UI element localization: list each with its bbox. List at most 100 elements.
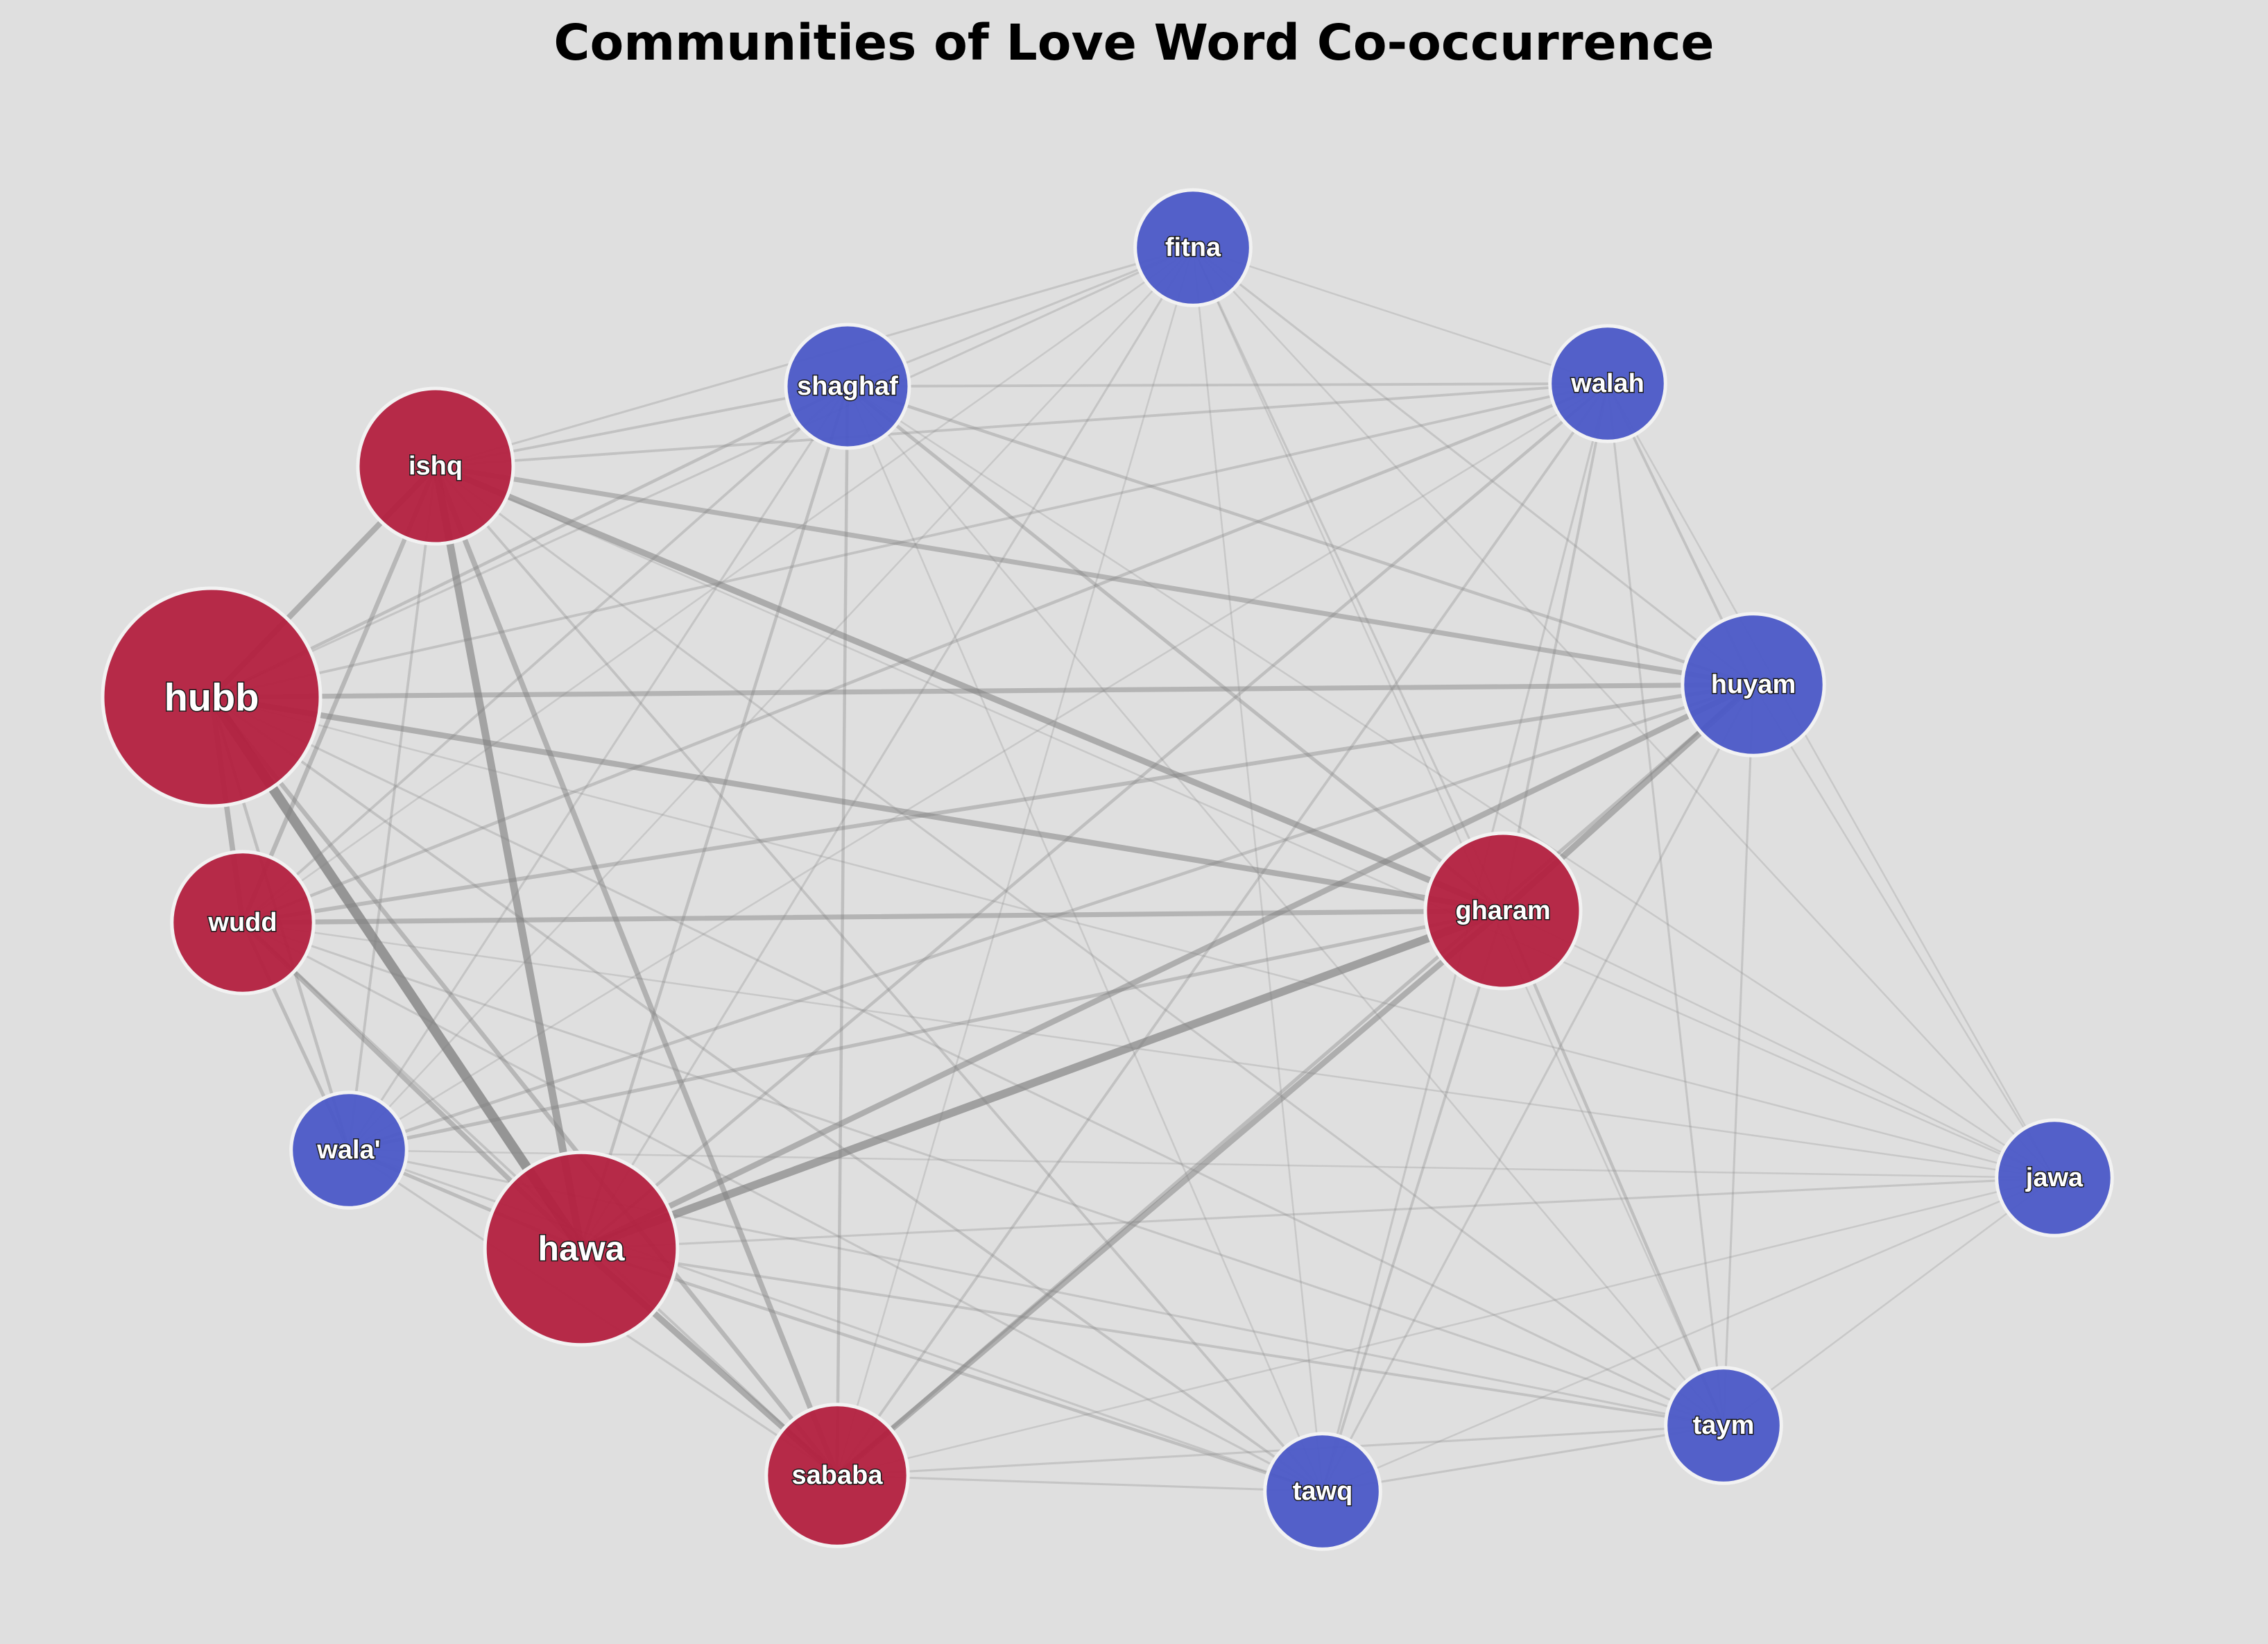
node-ishq[interactable]: ishq: [356, 386, 515, 546]
edge-hubb-jawa: [210, 696, 2056, 1179]
edge-gharam-tawq: [1321, 909, 1504, 1493]
edge-huyam-jawa: [1752, 683, 2056, 1179]
edge-fitna-taym: [1192, 246, 1725, 1427]
node-taym[interactable]: taym: [1664, 1366, 1783, 1485]
edge-shaghaf-tawq: [846, 385, 1324, 1493]
edge-huyam-shaghaf: [845, 384, 1755, 687]
edge-shaghaf-taym: [846, 385, 1725, 1427]
node-circle: [170, 850, 316, 995]
edge-wudd-walah: [241, 382, 1610, 925]
node-circle: [1423, 831, 1583, 991]
node-circle: [1133, 188, 1253, 307]
edge-wudd-tawq: [241, 921, 1324, 1493]
edge-taym-jawa: [1722, 1176, 2056, 1427]
edge-hubb-tawq: [210, 696, 1324, 1493]
node-gharam[interactable]: gharam: [1423, 831, 1583, 991]
node-label: tawq: [1293, 1477, 1353, 1506]
chart-title: Communities of Love Word Co-occurrence: [553, 14, 1715, 71]
edge-tawq-taym: [1321, 1424, 1725, 1493]
edge-hubb-hawa: [206, 692, 587, 1254]
node-wudd[interactable]: wudd: [170, 850, 316, 995]
node-jawa[interactable]: jawa: [1995, 1118, 2114, 1238]
edge-gharam-taym: [1501, 909, 1726, 1428]
edge-hawa-ishq: [431, 462, 585, 1253]
edge-layer: [206, 246, 2056, 1493]
edge-ishq-taym: [434, 465, 1725, 1427]
node-sababa[interactable]: sababa: [764, 1403, 910, 1548]
edge-fitna-walah: [1192, 246, 1609, 385]
node-shaghaf[interactable]: shaghaf: [784, 323, 911, 450]
node-fitna[interactable]: fitna: [1133, 188, 1253, 307]
edge-walah-wala: [347, 382, 1609, 1151]
edge-ishq-huyam: [433, 463, 1756, 687]
edge-ishq-walah: [434, 382, 1609, 468]
node-circle: [1263, 1432, 1382, 1551]
edge-hubb-shaghaf: [209, 384, 850, 699]
edge-ishq-gharam: [432, 463, 1506, 914]
node-label: gharam: [1455, 896, 1550, 925]
node-huyam[interactable]: huyam: [1681, 612, 1826, 757]
edge-ishq-sababa: [433, 463, 840, 1478]
edge-wala-jawa: [347, 1149, 2056, 1179]
edge-sababa-tawq: [836, 1474, 1324, 1493]
node-circle: [784, 323, 911, 450]
edge-hawa-jawa: [580, 1176, 2056, 1250]
node-hawa[interactable]: hawa: [483, 1150, 680, 1347]
edge-ishq-wudd: [240, 463, 438, 925]
edge-wudd-shaghaf: [241, 385, 849, 924]
node-label: ishq: [409, 452, 463, 481]
edge-hawa-huyam: [578, 681, 1757, 1252]
edge-gharam-wudd: [240, 908, 1506, 925]
node-label: sababa: [792, 1461, 884, 1490]
edge-gharam-jawa: [1502, 909, 2056, 1179]
edge-hawa-walah: [579, 382, 1610, 1251]
edge-wudd-taym: [241, 921, 1725, 1427]
node-walah[interactable]: walah: [1548, 324, 1667, 443]
node-circle: [764, 1403, 910, 1548]
node-circle: [483, 1150, 680, 1347]
edge-gharam-shaghaf: [845, 384, 1505, 913]
edge-shaghaf-jawa: [846, 385, 2056, 1179]
node-wala[interactable]: wala': [289, 1090, 409, 1210]
edge-wudd-fitna: [241, 246, 1194, 924]
edge-sababa-fitna: [836, 246, 1194, 1477]
edge-sababa-jawa: [836, 1176, 2056, 1477]
edge-hubb-sababa: [209, 694, 840, 1478]
edge-hubb-walah: [210, 382, 1609, 699]
edge-shaghaf-walah: [846, 382, 1609, 388]
node-circle: [289, 1090, 409, 1210]
edge-sababa-shaghaf: [835, 384, 850, 1478]
edge-huyam-wala: [347, 683, 1755, 1152]
node-label: huyam: [1711, 670, 1796, 699]
node-label: wala': [316, 1136, 380, 1165]
node-label: taym: [1693, 1411, 1755, 1440]
node-label: jawa: [2025, 1163, 2084, 1192]
edge-ishq-jawa: [434, 465, 2056, 1179]
node-circle: [1995, 1118, 2114, 1238]
node-tawq[interactable]: tawq: [1263, 1432, 1382, 1551]
edge-fitna-jawa: [1192, 246, 2056, 1179]
node-label: walah: [1570, 369, 1644, 398]
node-circle: [1548, 324, 1667, 443]
edge-wudd-jawa: [241, 921, 2056, 1179]
edge-fitna-wala: [347, 246, 1194, 1151]
edge-gharam-sababa: [834, 907, 1506, 1479]
edge-gharam-fitna: [1192, 246, 1504, 912]
node-circle: [1664, 1366, 1783, 1485]
edge-gharam-wala: [347, 909, 1505, 1152]
edge-hawa-fitna: [580, 246, 1194, 1250]
node-label: shaghaf: [797, 372, 898, 401]
edge-sababa-huyam: [835, 683, 1755, 1478]
edge-walah-taym: [1606, 382, 1725, 1427]
edge-hubb-gharam: [208, 694, 1506, 914]
edge-huyam-taym: [1722, 683, 1755, 1427]
edge-huyam-tawq: [1321, 683, 1755, 1493]
edge-tawq-jawa: [1321, 1176, 2056, 1493]
node-circle: [356, 386, 515, 546]
edge-walah-jawa: [1606, 382, 2056, 1179]
edge-gharam-walah: [1502, 382, 1609, 912]
node-hubb[interactable]: hubb: [101, 586, 323, 808]
edge-hawa-taym: [580, 1247, 1725, 1427]
edge-hawa-shaghaf: [579, 384, 850, 1251]
